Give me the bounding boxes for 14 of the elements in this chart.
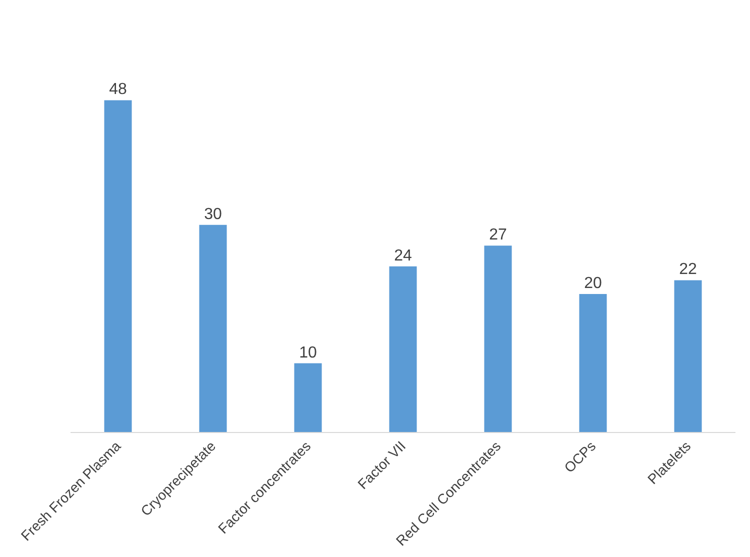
bar bbox=[484, 246, 512, 432]
data-label: 24 bbox=[394, 247, 412, 264]
data-label: 48 bbox=[109, 81, 127, 98]
data-label: 22 bbox=[679, 261, 697, 278]
bar bbox=[674, 280, 702, 432]
bar bbox=[579, 294, 607, 432]
bar bbox=[294, 363, 322, 432]
bar bbox=[199, 224, 227, 432]
bar bbox=[389, 266, 417, 432]
data-label: 20 bbox=[584, 275, 602, 292]
data-label: 30 bbox=[204, 206, 222, 223]
bar bbox=[104, 100, 132, 432]
data-label: 10 bbox=[299, 344, 317, 362]
data-label: 27 bbox=[489, 226, 507, 244]
